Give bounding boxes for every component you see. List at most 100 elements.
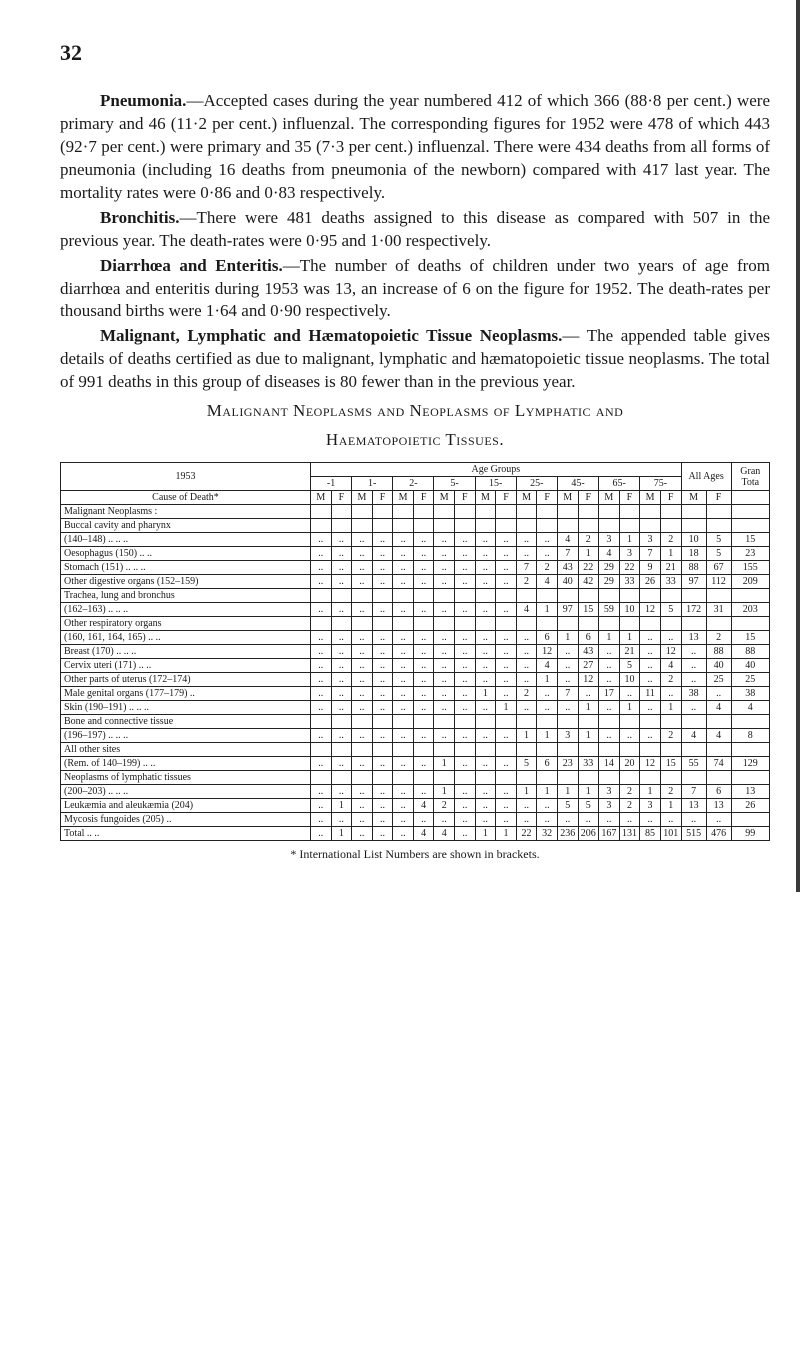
cell [310,743,331,757]
cell: 7 [557,547,578,561]
cell: 1 [660,547,681,561]
row-label: Neoplasms of lymphatic tissues [61,771,311,785]
cell: .. [393,561,414,575]
cell [455,617,476,631]
cell: .. [640,645,661,659]
cell: .. [413,631,434,645]
row-label: Trachea, lung and bronchus [61,589,311,603]
cell: 97 [681,575,706,589]
header-age-groups: Age Groups [310,463,681,477]
cell: 4 [413,827,434,841]
table-row: Other parts of uterus (172–174).........… [61,673,770,687]
row-label: (160, 161, 164, 165) .. .. [61,631,311,645]
cell: 1 [557,785,578,799]
cell [310,617,331,631]
cell: .. [413,659,434,673]
cell: .. [310,687,331,701]
table-row: Buccal cavity and pharynx [61,519,770,533]
table-row: (Rem. of 140–199) .. ..............1....… [61,757,770,771]
cell: 5 [706,533,731,547]
cell: .. [331,687,352,701]
cell: .. [372,631,393,645]
h-blank [731,491,769,505]
h-m: M [681,491,706,505]
cell [731,617,769,631]
cell [619,519,640,533]
cell: 1 [660,701,681,715]
cell [496,743,517,757]
cell: .. [516,813,537,827]
table-row: Bone and connective tissue [61,715,770,729]
cell: .. [393,645,414,659]
cell: .. [475,533,496,547]
cell: .. [475,575,496,589]
cell: 1 [599,631,620,645]
cell: 38 [731,687,769,701]
cell: .. [496,645,517,659]
cell: .. [557,813,578,827]
cell: 2 [578,533,599,547]
cell: 11 [640,687,661,701]
row-label: Oesophagus (150) .. .. [61,547,311,561]
cell [516,505,537,519]
table-body-1: Malignant Neoplasms :Buccal cavity and p… [61,505,770,771]
cell: 4 [537,575,558,589]
cell: 14 [599,757,620,771]
cell: .. [640,659,661,673]
cell: 27 [578,659,599,673]
cell: 23 [557,757,578,771]
cell: .. [310,561,331,575]
cell: 1 [516,729,537,743]
cell: .. [640,673,661,687]
cell [619,589,640,603]
cell: 15 [578,603,599,617]
cell [557,505,578,519]
cell: .. [331,533,352,547]
row-label: Cervix uteri (171) .. .. [61,659,311,673]
cell [434,715,455,729]
cell [393,617,414,631]
cell [352,519,373,533]
cell: .. [393,799,414,813]
cell: .. [393,813,414,827]
footnote: * International List Numbers are shown i… [60,847,770,862]
cell: .. [496,631,517,645]
cell: 59 [599,603,620,617]
cell: 2 [660,533,681,547]
cell: 67 [706,561,731,575]
h-m: M [310,491,331,505]
cell: 155 [731,561,769,575]
cell: .. [331,673,352,687]
cell: 15 [731,533,769,547]
cell: 3 [619,547,640,561]
cell [434,589,455,603]
cell [706,771,731,785]
cell: 1 [537,729,558,743]
cell: 3 [640,799,661,813]
cell: .. [537,687,558,701]
cell: .. [310,757,331,771]
cell: 31 [706,603,731,617]
cell: .. [516,645,537,659]
cell: .. [372,813,393,827]
cell: .. [372,785,393,799]
cell: 33 [660,575,681,589]
cell [537,505,558,519]
cell [310,715,331,729]
cell: .. [516,631,537,645]
cell: 22 [516,827,537,841]
cell: .. [455,813,476,827]
cell: 1 [557,631,578,645]
cell [475,617,496,631]
neoplasms-table: 1953 Age Groups All Ages Gran Tota -11-2… [60,462,770,841]
cell [681,771,706,785]
cell: .. [496,603,517,617]
cell: .. [475,785,496,799]
cell: .. [455,631,476,645]
cell: .. [455,561,476,575]
cell: .. [310,533,331,547]
row-label: Other parts of uterus (172–174) [61,673,311,687]
row-label: Malignant Neoplasms : [61,505,311,519]
paragraph-bronchitis: Bronchitis.—There were 481 deaths assign… [60,207,770,253]
cell [413,505,434,519]
